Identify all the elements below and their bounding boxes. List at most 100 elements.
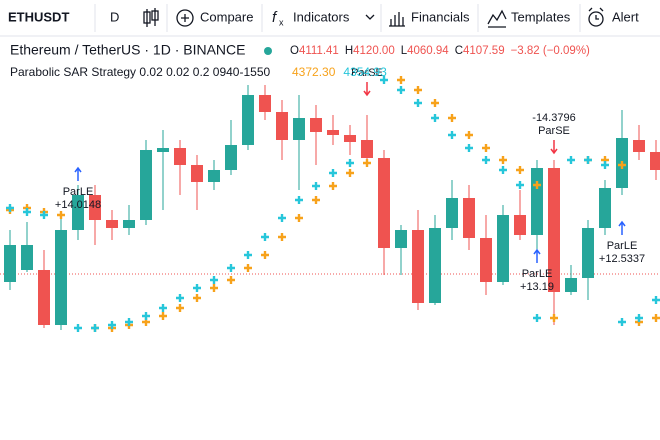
candle-body	[412, 230, 424, 303]
ohlc: O4111.41 H4120.00 L4060.94 C4107.59 −3.82 (−…	[290, 45, 590, 57]
sar-point	[159, 304, 167, 312]
signal-label: ParSE	[351, 67, 383, 79]
sar-point	[295, 214, 303, 222]
templates[interactable]: Templates	[511, 9, 571, 24]
sar-point	[125, 318, 133, 326]
financials[interactable]: Financials	[411, 9, 470, 24]
sar-point	[414, 99, 422, 107]
sar-point	[414, 86, 422, 94]
sar-point	[431, 114, 439, 122]
sar-point	[193, 284, 201, 292]
candle-body	[361, 140, 373, 158]
signal-label: ParLE	[522, 268, 553, 280]
candle-body	[514, 215, 526, 235]
sar-point	[601, 161, 609, 169]
candle-body	[480, 238, 492, 282]
indicator-values: 4372.30 4354.93	[292, 65, 387, 79]
sar-point	[499, 166, 507, 174]
compare-icon[interactable]	[176, 9, 194, 27]
candle-body	[38, 270, 50, 325]
candle-body	[242, 95, 254, 145]
fx-icon[interactable]: x	[279, 17, 284, 27]
candle-body	[174, 148, 186, 165]
indicator-name: Parabolic SAR Strategy 0.02 0.02 0.2 094…	[10, 65, 271, 79]
candle-body	[106, 220, 118, 228]
candle-body	[582, 228, 594, 278]
candle-body	[89, 195, 101, 220]
signal-label: +12.5337	[599, 253, 645, 265]
chart-type-icon[interactable]	[143, 8, 159, 27]
sar-point	[6, 204, 14, 212]
sar-point	[108, 321, 116, 329]
ohlc-value: 4107.59	[463, 45, 505, 57]
candle-body	[633, 140, 645, 152]
candle-body	[565, 278, 577, 292]
sar-point	[227, 264, 235, 272]
sar-point	[448, 131, 456, 139]
signal-arrow	[618, 220, 626, 235]
signal-arrow	[363, 82, 371, 97]
compare[interactable]: Compare	[200, 9, 253, 24]
sar-point	[142, 312, 150, 320]
candle-body	[497, 215, 509, 282]
status-dot	[264, 47, 272, 55]
candle-body	[463, 198, 475, 238]
sar-point	[176, 294, 184, 302]
financials-icon[interactable]	[389, 12, 405, 27]
sar-point	[74, 324, 82, 332]
chevron[interactable]	[365, 14, 375, 20]
candle-body	[140, 150, 152, 220]
sar-point	[210, 284, 218, 292]
candle-body	[4, 245, 16, 282]
indicators[interactable]: Indicators	[293, 9, 350, 24]
interval[interactable]: D	[110, 9, 119, 24]
signal-arrow	[74, 166, 82, 181]
candle-body	[395, 230, 407, 248]
ohlc-value: 4111.41	[299, 45, 339, 57]
signal-arrow	[533, 248, 541, 263]
signal-label: -14.3796	[532, 112, 575, 124]
sar-point	[40, 211, 48, 219]
ohlc-value: 4060.94	[407, 45, 449, 57]
signal-label: ParSE	[538, 125, 570, 137]
ohlc-label: H	[345, 45, 353, 57]
sar-point	[244, 264, 252, 272]
sar-point	[329, 169, 337, 177]
fx-icon[interactable]: f	[272, 9, 278, 26]
ohlc-label: L	[401, 45, 408, 57]
sar-point	[346, 159, 354, 167]
candle-body	[123, 220, 135, 228]
alert[interactable]: Alert	[612, 9, 639, 24]
signal-label: +13.19	[520, 281, 554, 293]
legend: Ethereum / TetherUS · 1D · BINANCE O4111…	[10, 42, 590, 79]
candle-body	[548, 168, 560, 292]
ohlc-value: 4120.00	[353, 45, 395, 57]
toolbar: ETHUSDT D Compare f x Indicators Financi…	[0, 4, 660, 37]
candle-body	[276, 112, 288, 140]
sar-point	[227, 276, 235, 284]
sar-point	[652, 314, 660, 322]
candle-body	[208, 170, 220, 182]
sar-point	[516, 166, 524, 174]
ohlc-label: O	[290, 45, 299, 57]
signal-label: ParLE	[63, 186, 94, 198]
sar-point	[482, 156, 490, 164]
symbol[interactable]: ETHUSDT	[8, 9, 69, 24]
sar-point	[533, 314, 541, 322]
templates-icon[interactable]	[487, 9, 507, 28]
sar-point	[91, 324, 99, 332]
sar-point	[567, 156, 575, 164]
plot: ParLE+14.0148ParSE-14.3796ParSEParLE+13.…	[0, 67, 660, 332]
candle-body	[446, 198, 458, 228]
candle-body	[599, 188, 611, 228]
sar-point	[652, 296, 660, 304]
sar-point	[448, 114, 456, 122]
sar-point	[533, 181, 541, 189]
sar-point	[465, 144, 473, 152]
symbol-title: Ethereum / TetherUS · 1D · BINANCE	[10, 42, 245, 58]
candle-body	[72, 195, 84, 230]
sar-point	[465, 131, 473, 139]
alert-icon[interactable]	[588, 7, 604, 27]
sar-point	[57, 211, 65, 219]
sar-point	[618, 318, 626, 326]
